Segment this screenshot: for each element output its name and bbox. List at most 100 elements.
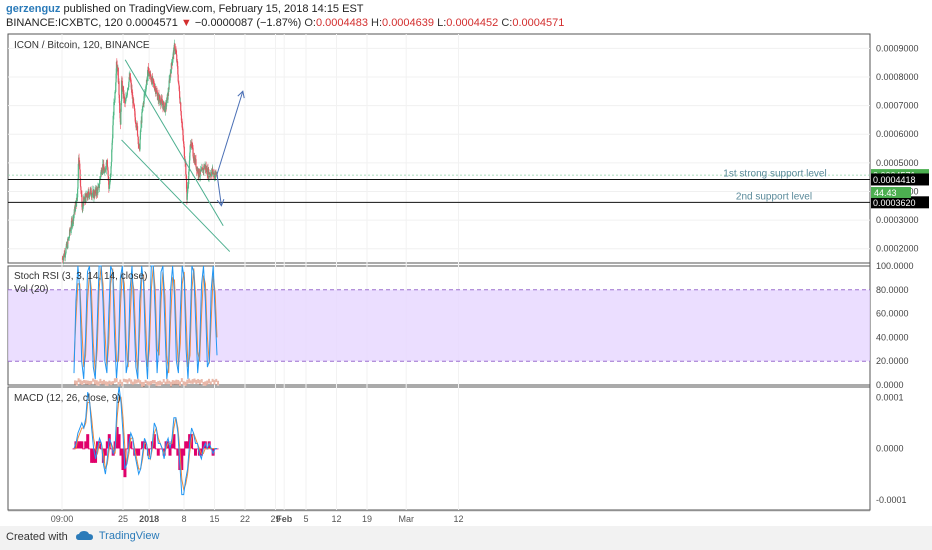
candle (187, 187, 189, 194)
candle (187, 184, 189, 186)
candle (148, 73, 150, 77)
volume-bar (131, 381, 134, 385)
rsi-tick: 20.0000 (876, 356, 909, 366)
volume-bar (157, 381, 160, 386)
macd-histogram-bar (121, 448, 125, 471)
macd-histogram-bar (92, 448, 96, 463)
candle (214, 171, 217, 175)
candle (89, 189, 91, 194)
candle (202, 168, 204, 173)
volume-bar (77, 378, 80, 383)
macd-histogram-bar (182, 448, 186, 456)
candle (137, 135, 139, 137)
candle (131, 89, 133, 96)
candle (188, 170, 190, 172)
candle (81, 194, 83, 196)
candle (92, 190, 94, 194)
candle (210, 173, 212, 175)
volume-bar (99, 378, 102, 384)
candle (130, 81, 132, 84)
candle (192, 148, 194, 157)
candle (156, 92, 158, 94)
volume-bar (202, 381, 205, 386)
candle (181, 120, 183, 123)
price-tick: 0.0005000 (876, 158, 919, 168)
candle (67, 237, 70, 240)
support-annotation: 2nd support level (736, 191, 812, 202)
candle (68, 237, 70, 239)
macd-histogram-bar (86, 434, 90, 449)
price-tick: 0.0008000 (876, 72, 919, 82)
volume-bar (97, 381, 100, 386)
rsi-value-box (871, 187, 911, 198)
candle (99, 175, 102, 178)
candle (143, 94, 146, 97)
candle (79, 163, 81, 170)
trading-chart[interactable]: 0.0009000 0.0008000 0.0007000 0.0006000 0.00… (0, 0, 932, 526)
candle (171, 61, 173, 66)
rsi-tick: 0.0000 (876, 380, 904, 390)
candle (215, 173, 217, 176)
candle (167, 91, 169, 93)
candle (192, 156, 195, 159)
macd-histogram-bar (148, 448, 152, 450)
price-tick: 0.0009000 (876, 43, 919, 53)
volume-bar (193, 378, 196, 383)
trendline (121, 139, 231, 252)
volume-bar (130, 379, 133, 384)
tradingview-brand: TradingView (98, 530, 160, 542)
volume-bar (74, 380, 76, 385)
candle (126, 97, 128, 98)
volume-bar (148, 381, 151, 386)
candle (162, 103, 164, 110)
candle (146, 79, 148, 85)
macd-histogram-bar (74, 441, 78, 449)
macd-line (73, 386, 217, 496)
price-tick: 0.0003000 (876, 215, 919, 225)
candle (199, 169, 201, 177)
volume-bar (215, 378, 218, 382)
candle (77, 188, 79, 198)
volume-bar (175, 379, 178, 385)
candle (155, 88, 157, 94)
low-label: L: (437, 17, 447, 29)
candle (91, 194, 93, 197)
time-tick: 25 (118, 514, 128, 524)
candle (103, 169, 105, 174)
candle (180, 102, 182, 112)
candle (204, 165, 206, 169)
tradingview-logo[interactable]: TradingView (76, 530, 159, 542)
candle (163, 102, 165, 111)
volume-bar (146, 381, 149, 386)
candle (181, 122, 183, 127)
candle (184, 156, 186, 160)
macd-histogram-bar (139, 448, 143, 450)
candle (153, 83, 155, 88)
volume-bar (162, 379, 165, 383)
candle (163, 107, 165, 111)
candle (168, 89, 170, 93)
rsi-tick: 100.0000 (876, 261, 914, 271)
macd-histogram-bar (176, 448, 180, 456)
candle (123, 96, 126, 100)
volume-bar (106, 381, 109, 386)
candle (112, 115, 115, 116)
volume-bar (195, 379, 198, 384)
macd-tick: 0.0000 (876, 444, 904, 454)
author-link[interactable]: gerzenguz (6, 3, 61, 15)
candle (83, 199, 86, 201)
candle (195, 159, 197, 168)
high-label: H: (371, 17, 383, 29)
candle (143, 96, 145, 104)
candle (109, 181, 111, 185)
candle (115, 82, 117, 92)
candle (64, 252, 66, 257)
candle (133, 103, 135, 105)
candle (145, 84, 147, 90)
volume-bar (164, 381, 167, 385)
publish-info: published on TradingView.com, February 1… (60, 3, 364, 15)
candle (135, 122, 137, 124)
candle (91, 193, 94, 195)
candle (117, 68, 119, 83)
candle (165, 102, 168, 107)
